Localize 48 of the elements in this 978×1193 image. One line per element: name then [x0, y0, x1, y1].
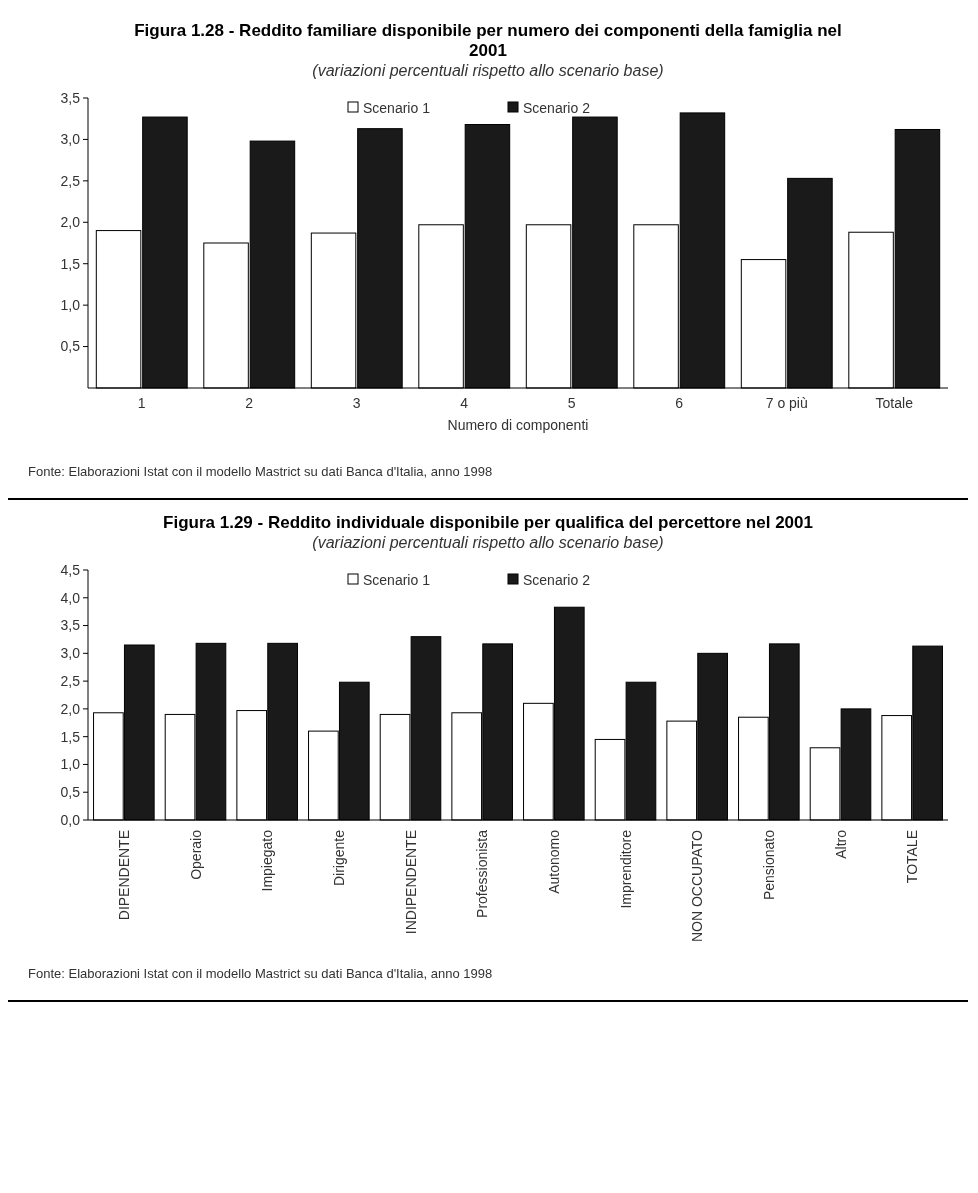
- y-tick-label: 2,0: [60, 214, 81, 231]
- x-tick-label: 1: [137, 395, 146, 411]
- x-tick-label: NON OCCUPATO: [689, 829, 706, 943]
- x-tick-label: INDIPENDENTE: [402, 830, 419, 935]
- x-tick-label: 4: [460, 395, 469, 411]
- y-tick-label: 1,0: [60, 756, 81, 773]
- x-axis-title: Numero di componenti: [447, 417, 589, 433]
- y-tick-label: 0,5: [60, 784, 81, 801]
- x-tick-label: 2: [245, 395, 254, 411]
- y-tick-label: 3,0: [60, 131, 81, 148]
- x-tick-label: Totale: [875, 395, 914, 411]
- y-tick-label: 1,0: [60, 297, 81, 314]
- y-tick-label: 1,5: [60, 728, 81, 745]
- x-tick-label: TOTALE: [904, 830, 921, 884]
- y-tick-label: 0,0: [60, 811, 81, 828]
- x-tick-label: Operaio: [187, 829, 204, 880]
- y-tick-label: 3,0: [60, 645, 81, 662]
- y-tick-label: 1,5: [60, 255, 81, 272]
- x-tick-label: 6: [675, 395, 684, 411]
- x-tick-label: 3: [352, 395, 361, 411]
- legend-label: Scenario 2: [523, 99, 591, 116]
- chart-subtitle: (variazioni percentuali rispetto allo scenario base): [312, 62, 664, 79]
- x-tick-label: DIPENDENTE: [115, 830, 132, 921]
- x-tick-label: Impiegato: [259, 829, 276, 892]
- x-tick-label: Altro: [832, 829, 849, 859]
- x-tick-label: 7 o più: [765, 395, 808, 411]
- x-tick-label: 5: [567, 395, 576, 411]
- y-tick-label: 3,5: [60, 617, 81, 634]
- legend-label: Scenario 1: [363, 571, 431, 588]
- y-tick-label: 0,5: [60, 338, 81, 355]
- x-tick-label: Autonomo: [545, 829, 562, 894]
- source-note: Fonte: Elaborazioni Istat con il modello Mastrict su dati Banca d'Italia, anno 1998: [28, 966, 493, 981]
- x-tick-label: Imprenditore: [617, 829, 634, 909]
- chart-title: Figura 1.28 - Reddito familiare disponibile per numero dei componenti della famiglia nel 2001: [134, 21, 842, 60]
- y-tick-label: 4,5: [60, 561, 81, 578]
- legend-label: Scenario 1: [363, 99, 431, 116]
- y-tick-label: 2,5: [60, 673, 81, 690]
- x-tick-label: Professionista: [474, 829, 491, 918]
- chart-title: Figura 1.29 - Reddito individuale disponibile per qualifica del percettore nel 2001: [163, 513, 813, 532]
- x-tick-label: Pensionato: [760, 829, 777, 901]
- x-tick-label: Dirigente: [330, 829, 347, 887]
- legend-label: Scenario 2: [523, 571, 591, 588]
- y-tick-label: 3,5: [60, 89, 81, 106]
- y-tick-label: 2,0: [60, 700, 81, 717]
- chart-subtitle: (variazioni percentuali rispetto allo scenario base): [312, 534, 664, 551]
- y-tick-label: 2,5: [60, 172, 81, 189]
- source-note: Fonte: Elaborazioni Istat con il modello Mastrict su dati Banca d'Italia, anno 1998: [28, 464, 493, 479]
- y-tick-label: 4,0: [60, 589, 81, 606]
